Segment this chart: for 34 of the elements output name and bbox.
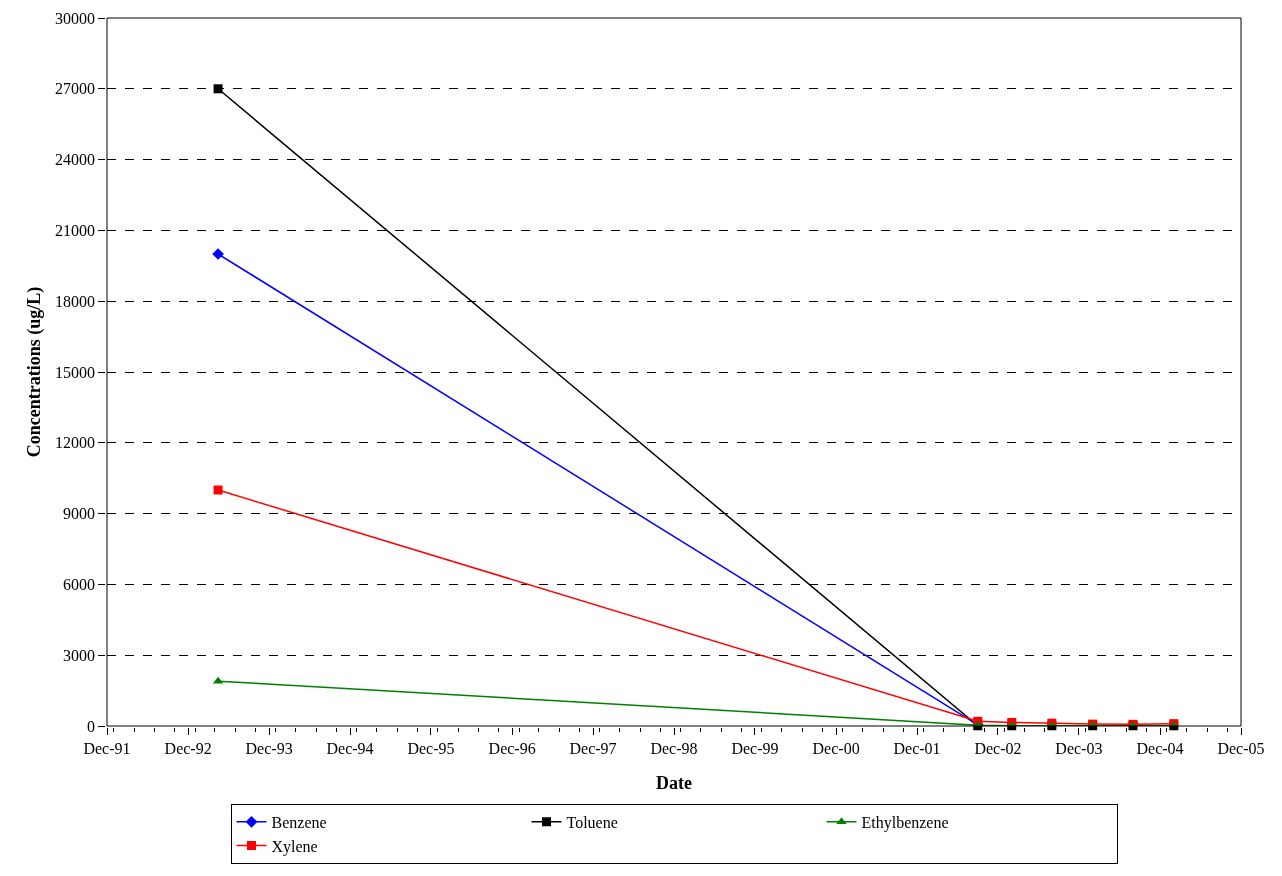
x-tick-label: Dec-92 <box>164 739 212 757</box>
legend-label: Benzene <box>271 814 327 832</box>
y-tick-label: 21000 <box>55 222 96 239</box>
legend-label: Xylene <box>271 837 318 856</box>
point <box>213 485 223 495</box>
x-tick-label: Dec-05 <box>1217 739 1265 757</box>
x-tick-label: Dec-95 <box>407 739 455 757</box>
x-tick-label: Dec-98 <box>650 739 698 757</box>
x-tick-label: Dec-93 <box>245 739 293 757</box>
x-tick-label: Dec-97 <box>569 739 617 757</box>
y-tick-label: 30000 <box>55 9 96 27</box>
y-tick-label: 18000 <box>55 292 96 310</box>
x-tick-label: Dec-03 <box>1055 739 1103 757</box>
y-tick-label: 27000 <box>55 80 96 98</box>
y-tick-label: 6000 <box>63 576 96 593</box>
y-tick-label: 15000 <box>55 363 96 381</box>
y-tick-label: 12000 <box>55 434 96 452</box>
x-axis-title: Date <box>656 772 692 793</box>
point <box>213 84 223 94</box>
y-axis-title: Concentrations (ug/L) <box>23 286 45 458</box>
y-tick-label: 24000 <box>55 151 96 169</box>
x-tick-label: Dec-94 <box>326 739 374 757</box>
x-tick-label: Dec-02 <box>974 739 1022 757</box>
legend-label: Ethylbenzene <box>861 814 949 833</box>
y-tick-label: 3000 <box>63 646 96 664</box>
x-tick-label: Dec-91 <box>83 739 131 757</box>
x-tick-label: Dec-99 <box>731 739 779 757</box>
x-tick-label: Dec-96 <box>488 739 536 757</box>
x-tick-label: Dec-00 <box>812 739 860 757</box>
legend-label: Toluene <box>566 814 618 832</box>
y-tick-label: 0 <box>87 717 96 735</box>
x-tick-label: Dec-04 <box>1136 739 1184 757</box>
x-tick-label: Dec-01 <box>893 739 941 757</box>
y-tick-label: 9000 <box>63 505 96 523</box>
